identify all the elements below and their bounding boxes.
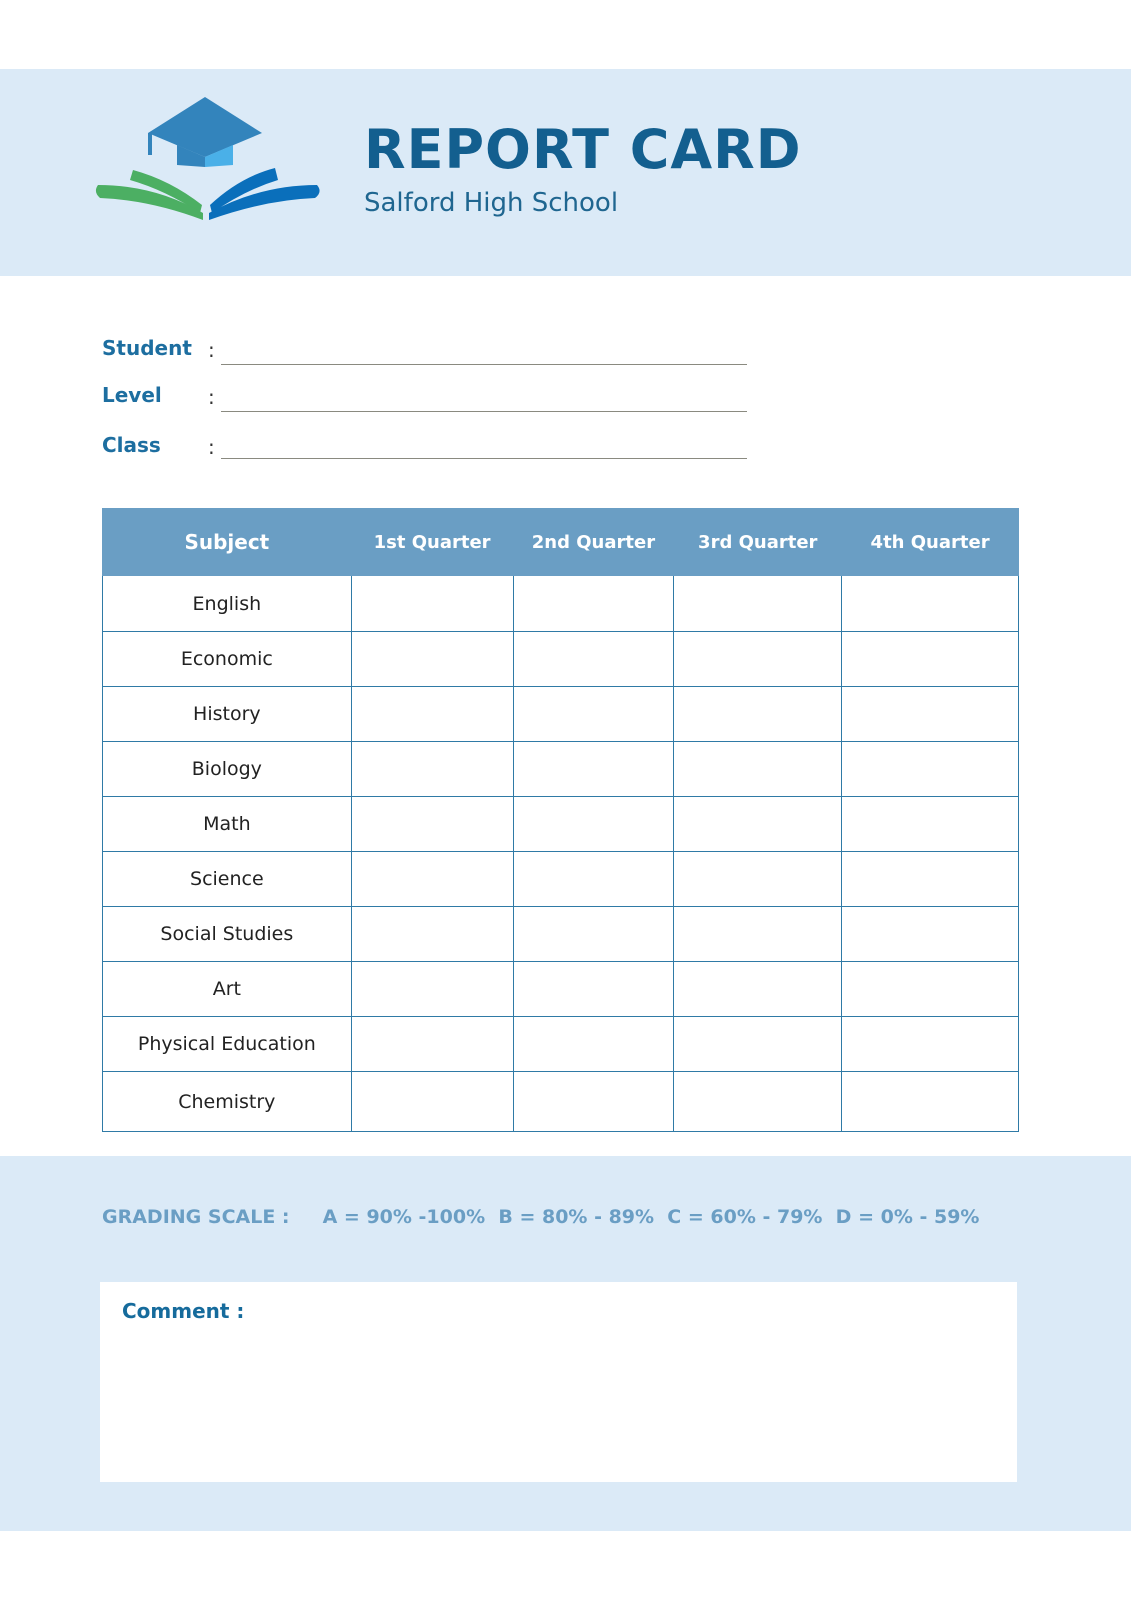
grade-cell-q1[interactable] [350,906,514,962]
grade-cell-q2[interactable] [512,686,675,742]
table-row: Biology [102,741,1019,797]
grade-cell-q4[interactable] [841,851,1019,907]
table-row: Math [102,796,1019,852]
comment-label: Comment : [122,1299,245,1323]
grade-cell-q4[interactable] [841,1016,1019,1072]
table-row: Chemistry [102,1071,1019,1132]
level-label: Level [102,383,162,407]
student-label: Student [102,336,192,360]
grade-cell-q3[interactable] [673,1071,843,1132]
grade-cell-q2[interactable] [512,961,675,1017]
grades-table: Subject 1st Quarter 2nd Quarter 3rd Quar… [102,508,1019,1132]
grade-cell-q2[interactable] [512,796,675,852]
subject-cell: Physical Education [102,1016,352,1072]
header-q1: 1st Quarter [350,508,514,576]
grade-cell-q1[interactable] [350,1016,514,1072]
class-field[interactable] [221,458,747,459]
student-colon: : [208,338,215,362]
grading-scale: GRADING SCALE : A = 90% -100% B = 80% - … [102,1206,979,1228]
grade-cell-q4[interactable] [841,796,1019,852]
grade-cell-q4[interactable] [841,961,1019,1017]
subject-cell: Chemistry [102,1071,352,1132]
grade-cell-q4[interactable] [841,1071,1019,1132]
grade-cell-q4[interactable] [841,631,1019,687]
grade-cell-q3[interactable] [673,796,843,852]
header-band [0,69,1131,276]
grade-cell-q3[interactable] [673,575,843,632]
graduation-cap-book-icon [95,97,320,220]
level-colon: : [208,385,215,409]
grade-cell-q3[interactable] [673,1016,843,1072]
grade-cell-q1[interactable] [350,741,514,797]
grade-cell-q2[interactable] [512,1071,675,1132]
grade-cell-q3[interactable] [673,851,843,907]
grade-cell-q2[interactable] [512,741,675,797]
grade-cell-q3[interactable] [673,906,843,962]
subject-cell: Art [102,961,352,1017]
grade-cell-q3[interactable] [673,741,843,797]
comment-box[interactable]: Comment : [100,1282,1017,1482]
subject-cell: Biology [102,741,352,797]
level-field[interactable] [221,411,747,412]
grade-cell-q1[interactable] [350,631,514,687]
grade-cell-q1[interactable] [350,796,514,852]
table-row: Economic [102,631,1019,687]
header-subject: Subject [102,508,352,576]
table-row: Physical Education [102,1016,1019,1072]
grade-cell-q1[interactable] [350,575,514,632]
header-q3: 3rd Quarter [673,508,843,576]
grade-cell-q4[interactable] [841,906,1019,962]
subject-cell: Science [102,851,352,907]
grade-cell-q2[interactable] [512,631,675,687]
grade-cell-q3[interactable] [673,961,843,1017]
table-row: Science [102,851,1019,907]
table-row: English [102,575,1019,632]
grade-cell-q3[interactable] [673,631,843,687]
grade-cell-q2[interactable] [512,851,675,907]
grading-label: GRADING SCALE : [102,1206,290,1228]
subject-cell: Math [102,796,352,852]
grade-cell-q1[interactable] [350,686,514,742]
grade-cell-q2[interactable] [512,575,675,632]
subject-cell: Social Studies [102,906,352,962]
table-row: Art [102,961,1019,1017]
subject-cell: History [102,686,352,742]
grade-cell-q2[interactable] [512,1016,675,1072]
student-field[interactable] [221,364,747,365]
grade-cell-q4[interactable] [841,741,1019,797]
grade-cell-q3[interactable] [673,686,843,742]
header-q4: 4th Quarter [841,508,1019,576]
grade-cell-q1[interactable] [350,961,514,1017]
table-row: Social Studies [102,906,1019,962]
subject-cell: English [102,575,352,632]
school-name: Salford High School [364,188,619,218]
grade-cell-q2[interactable] [512,906,675,962]
page-title: REPORT CARD [364,118,802,181]
grade-cell-q4[interactable] [841,686,1019,742]
grading-values: A = 90% -100% B = 80% - 89% C = 60% - 79… [322,1206,980,1228]
grade-cell-q1[interactable] [350,851,514,907]
grade-cell-q4[interactable] [841,575,1019,632]
table-row: History [102,686,1019,742]
grade-cell-q1[interactable] [350,1071,514,1132]
class-colon: : [208,435,215,459]
class-label: Class [102,433,161,457]
table-header-row: Subject 1st Quarter 2nd Quarter 3rd Quar… [102,508,1019,576]
header-q2: 2nd Quarter [512,508,675,576]
subject-cell: Economic [102,631,352,687]
